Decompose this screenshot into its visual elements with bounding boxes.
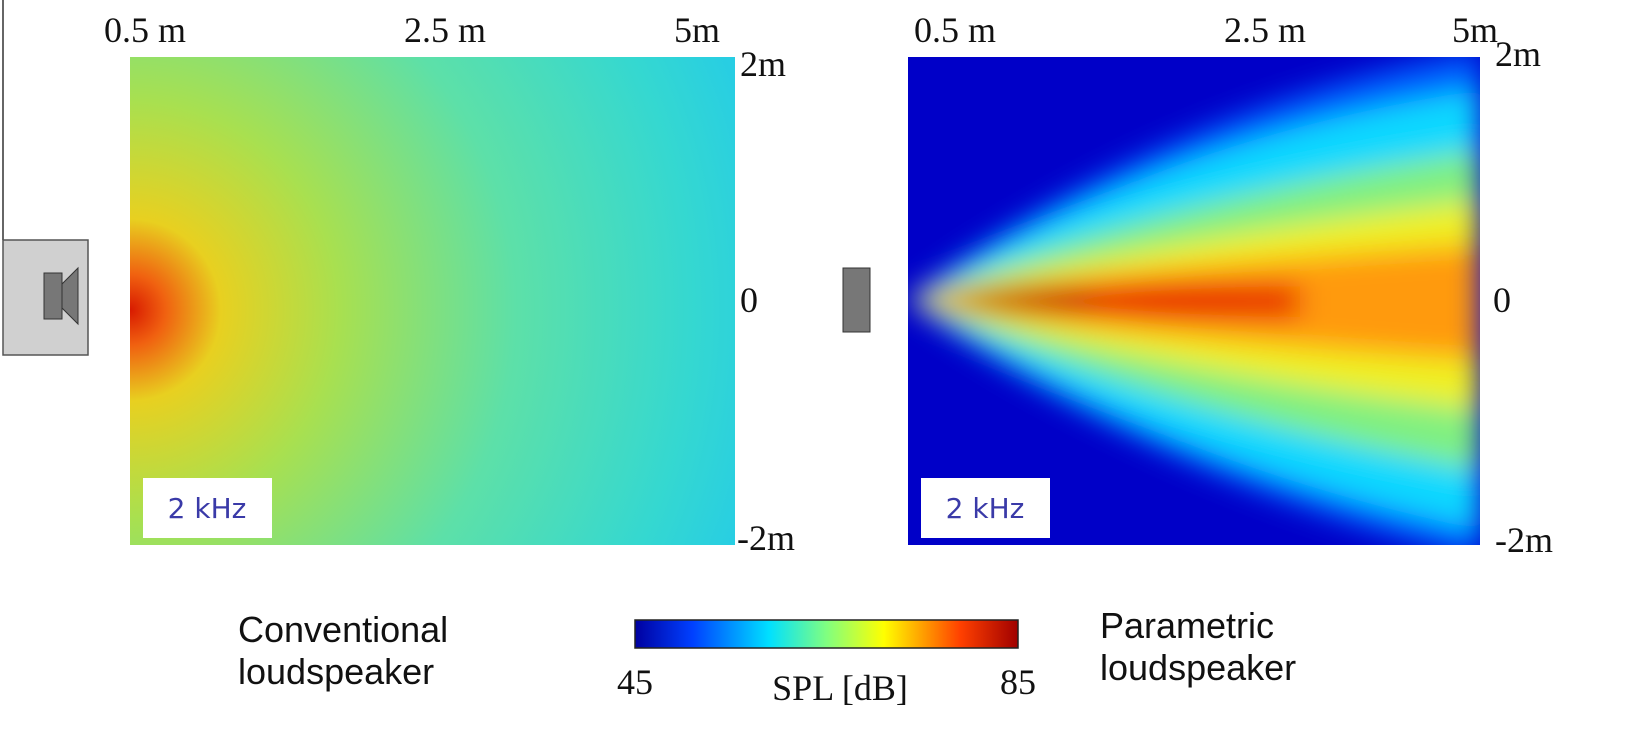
x-label: 2.5 m: [1224, 10, 1306, 50]
caption: Conventional: [238, 609, 448, 650]
colorbar-min: 45: [617, 662, 653, 702]
heatmap-conventional: [130, 57, 735, 545]
y-label: -2m: [1495, 520, 1553, 560]
y-label: -2m: [737, 518, 795, 558]
badge-box: [143, 478, 272, 538]
colorbar-label: SPL [dB]: [772, 668, 908, 708]
badge: 2 kHz: [168, 492, 247, 525]
y-label: 2m: [1495, 34, 1541, 74]
beam: [908, 57, 1480, 545]
caption: loudspeaker: [238, 651, 434, 692]
x-label: 5m: [674, 10, 720, 50]
x-label: 2.5 m: [404, 10, 486, 50]
speaker-cone: [61, 266, 79, 326]
speaker-icon: [842, 267, 871, 333]
caption: loudspeaker: [1100, 647, 1296, 688]
colorbar: [634, 619, 1019, 649]
x-label: 5m: [1452, 10, 1498, 50]
y-label: 2m: [740, 44, 786, 84]
x-label: 0.5 m: [914, 10, 996, 50]
speaker-icon: [43, 272, 63, 320]
x-label: 0.5 m: [104, 10, 186, 50]
y-label: 0: [1493, 280, 1511, 320]
y-label: 0: [740, 280, 758, 320]
badge: 2 kHz: [946, 492, 1025, 525]
colorbar-max: 85: [1000, 662, 1036, 702]
badge-box: [921, 478, 1050, 538]
caption: Parametric: [1100, 605, 1274, 646]
